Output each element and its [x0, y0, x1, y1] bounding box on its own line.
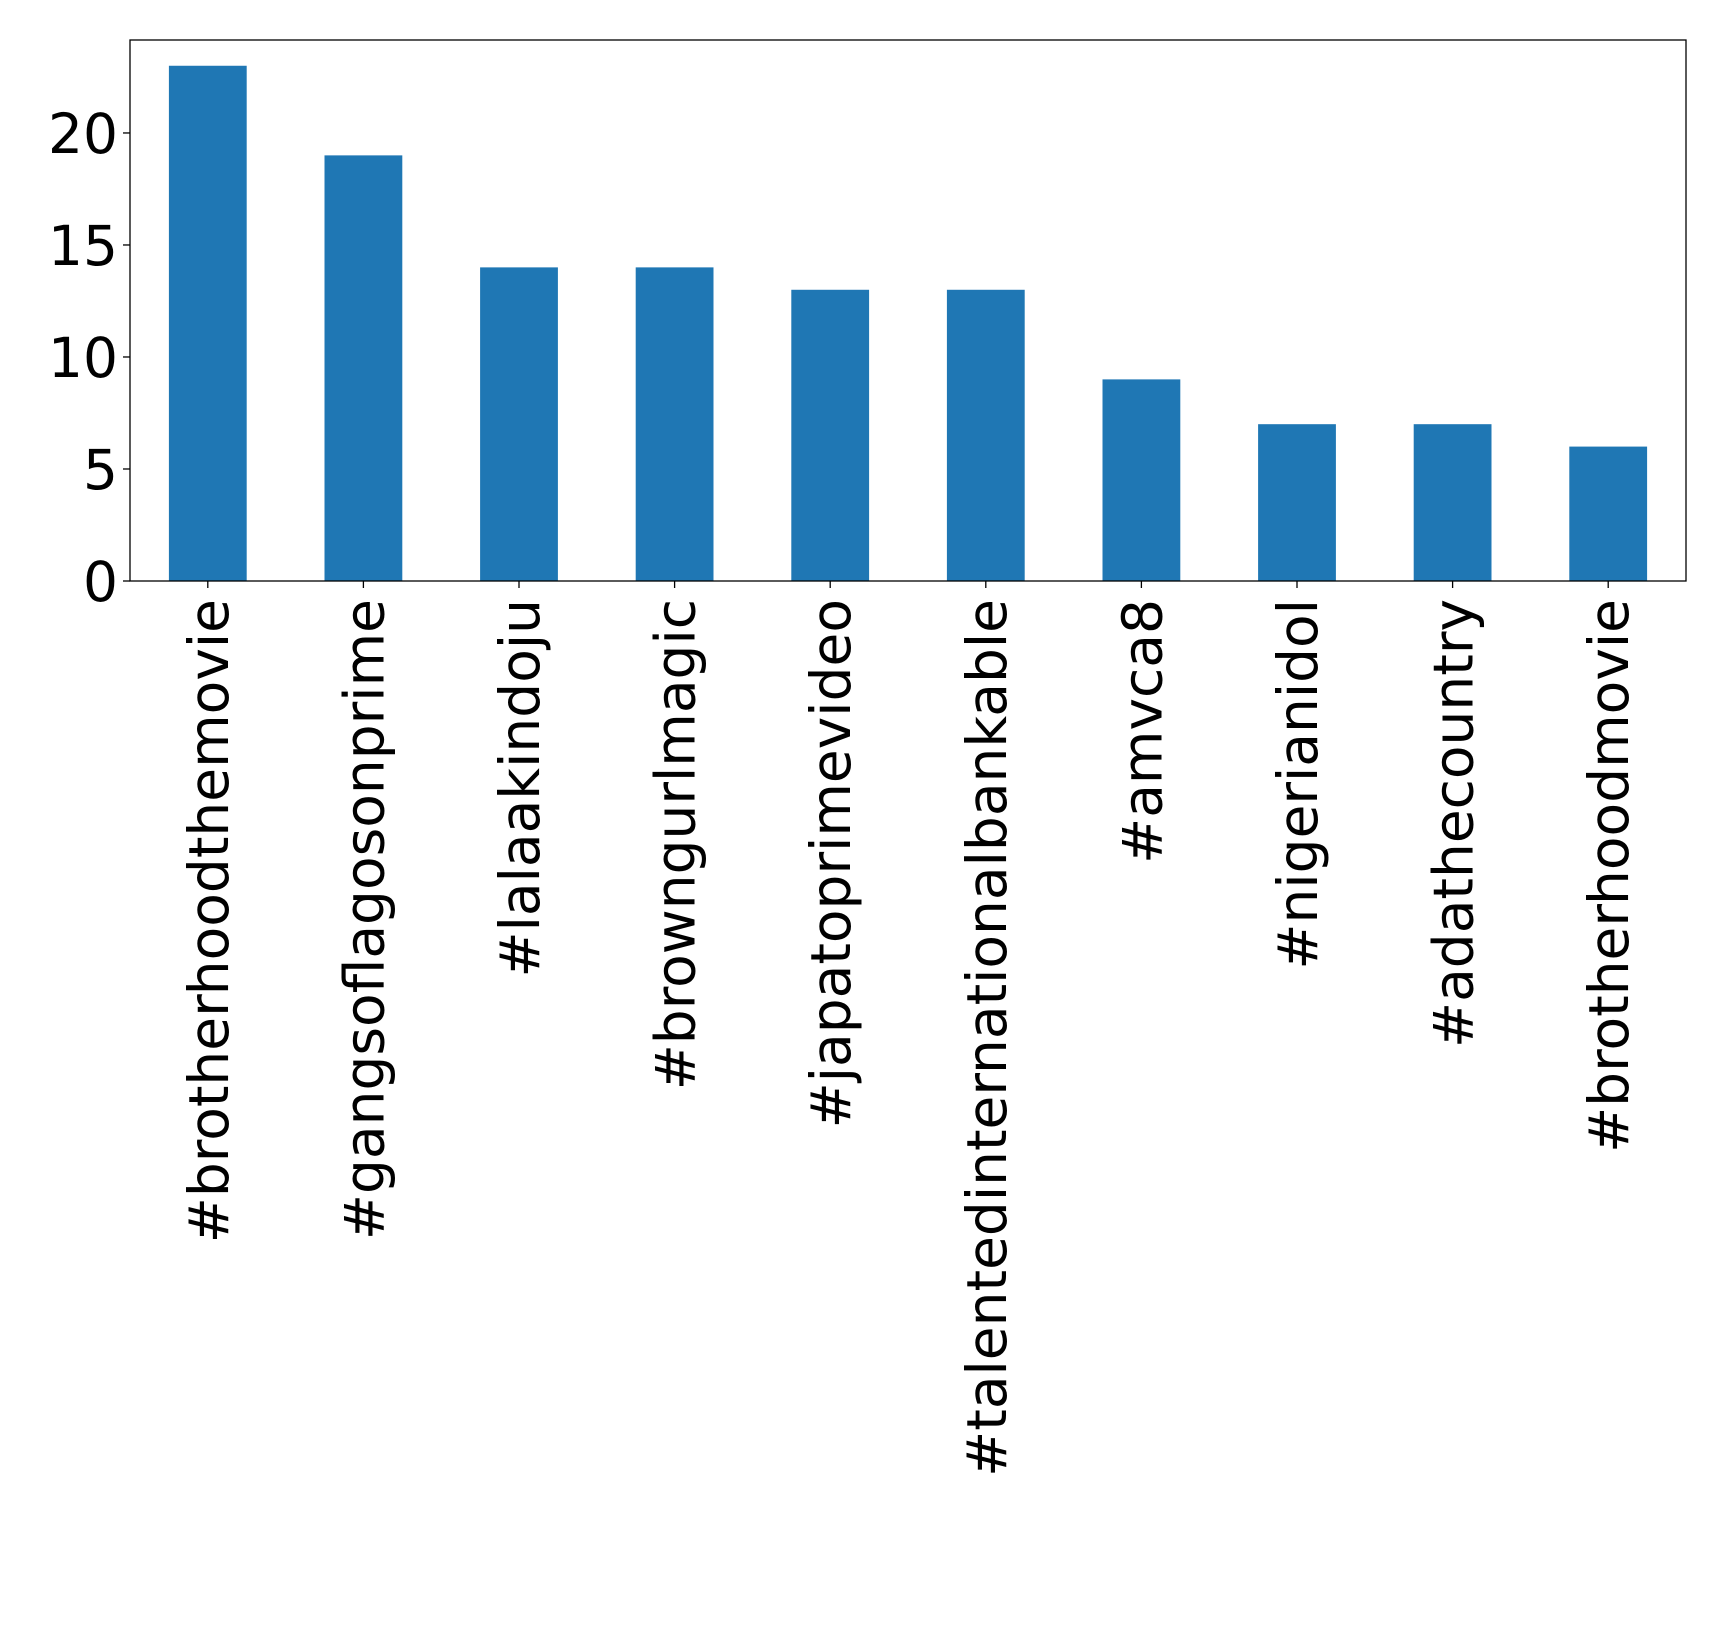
x-tick-label-6: #amvca8: [1110, 599, 1174, 864]
y-axis: 0 5 10 15 20: [48, 102, 130, 614]
x-tick-label-9: #brotherhoodmovie: [1577, 599, 1641, 1153]
x-tick-label-5: #talentedinternationalbankable: [955, 599, 1019, 1477]
x-axis: #brotherhoodthemovie #gangsoflagosonprime…: [177, 581, 1641, 1477]
bar-6: [1102, 379, 1181, 581]
bar-1: [324, 155, 403, 581]
bar-5: [946, 289, 1025, 581]
bar-8: [1413, 424, 1492, 581]
plot-frame: [129, 39, 1687, 582]
bar-4: [791, 289, 870, 581]
y-tick-label-3: 15: [48, 214, 118, 278]
x-tick-label-3: #browngurlmagic: [644, 599, 708, 1090]
y-tick-label-2: 10: [48, 326, 118, 390]
x-tick-label-2: #lalaakindoju: [488, 599, 552, 977]
y-tick-label-4: 20: [48, 102, 118, 166]
bar-9: [1569, 446, 1648, 581]
x-tick-label-1: #gangsoflagosonprime: [332, 599, 396, 1240]
y-tick-label-0: 0: [83, 550, 118, 614]
x-tick-label-4: #japatoprimevideo: [799, 599, 863, 1128]
x-tick-label-0: #brotherhoodthemovie: [177, 599, 241, 1243]
bar-3: [635, 267, 714, 581]
y-tick-label-1: 5: [83, 438, 118, 502]
bar-0: [168, 65, 247, 581]
bars-group: [168, 65, 1648, 581]
bar-2: [480, 267, 558, 581]
x-tick-label-7: #nigerianidol: [1266, 599, 1330, 970]
x-tick-label-8: #adathecountry: [1422, 599, 1486, 1048]
bar-7: [1258, 424, 1336, 581]
